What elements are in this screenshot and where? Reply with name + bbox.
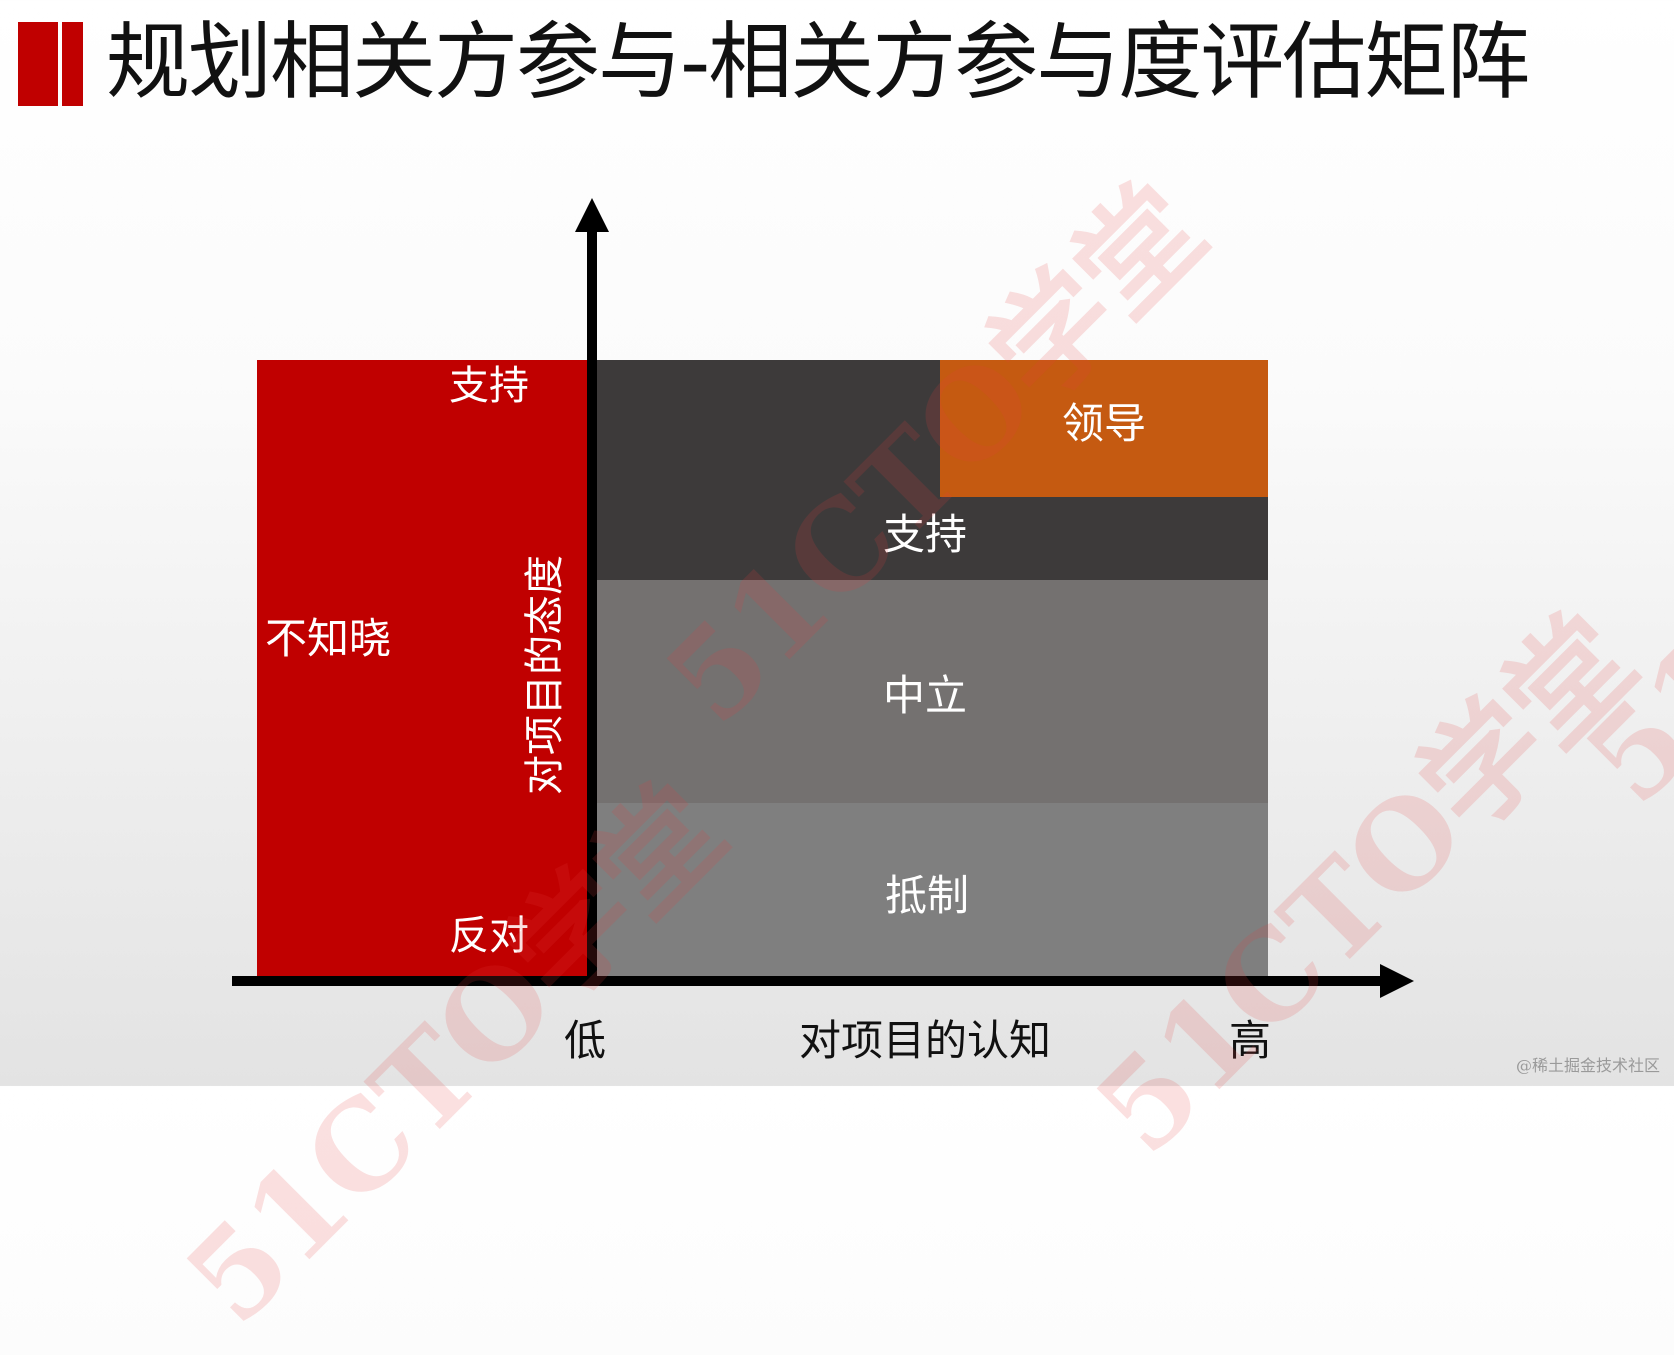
x-axis-low-label: 低 [563,1016,607,1065]
resistant-row: 抵制 [597,803,1268,977]
x-axis-line [232,976,1382,986]
title-marker-bar [18,22,58,106]
y-axis-line [587,228,597,986]
supportive-label: 支持 [882,510,968,559]
watermark-credit: @稀土掘金技术社区 [1515,1056,1660,1075]
x-axis-title: 对项目的认知 [798,1016,1052,1065]
y-axis-top-label: 支持 [449,363,529,409]
unaware-region: 支持 不知晓 反对 [257,360,592,977]
y-axis-title: 对项目的态度 [522,555,568,795]
leading-block: 领导 [940,360,1268,497]
page-title: 规划相关方参与-相关方参与度评估矩阵 [106,13,1530,111]
resistant-label: 抵制 [884,871,970,920]
neutral-label: 中立 [882,671,968,720]
x-axis-arrow-icon [1380,964,1414,998]
unaware-label: 不知晓 [265,614,392,663]
x-axis-high-label: 高 [1228,1016,1272,1065]
watermark-overlay: 51CTO学堂 [1559,238,1674,831]
neutral-row: 中立 [597,580,1268,803]
title-marker-bar-thin [62,22,83,106]
leading-label: 领导 [1061,399,1147,448]
y-axis-arrow-icon [575,198,609,232]
y-axis-bottom-label: 反对 [449,913,529,959]
engagement-matrix: 支持 领导 中立 抵制 [597,360,1268,977]
